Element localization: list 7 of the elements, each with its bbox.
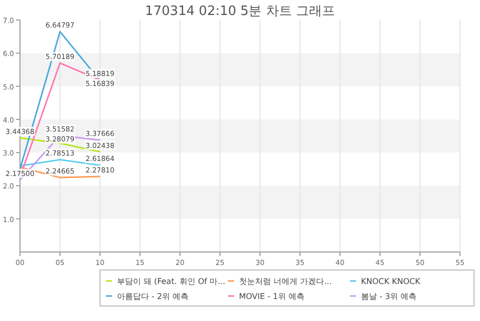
legend-label: 부담이 돼 (Feat. 휘인 Of 마... — [117, 277, 226, 286]
chart-title: 170314 02:10 5분 차트 그래프 — [145, 4, 335, 19]
legend-label: 첫눈처럼 너에게 가겠다... — [239, 277, 332, 286]
legend-label: 봄날 - 3위 예측 — [361, 292, 417, 301]
legend-label: 아름답다 - 2위 예측 — [117, 292, 189, 301]
legend-label: KNOCK KNOCK — [361, 277, 422, 286]
legend-label: MOVIE - 1위 예측 — [239, 292, 305, 301]
